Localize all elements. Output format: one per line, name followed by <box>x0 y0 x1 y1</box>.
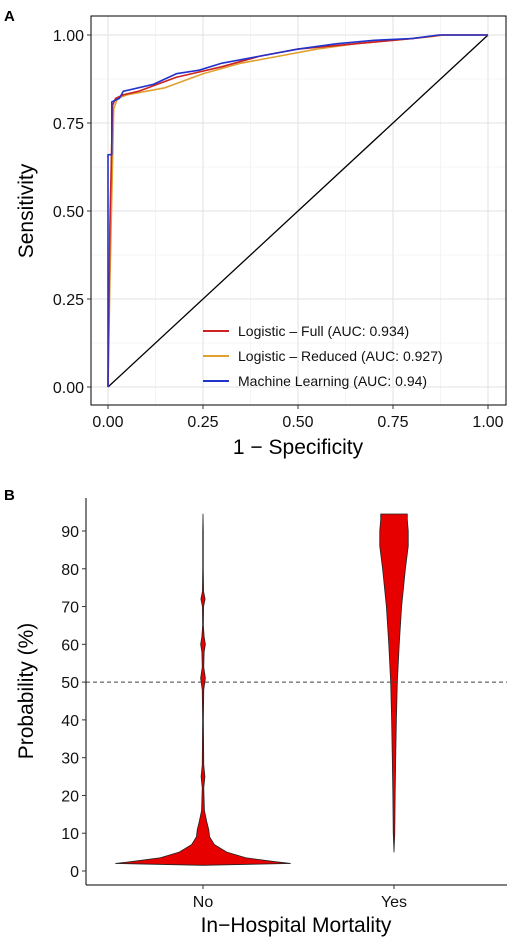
b-y-tick-label-9: 90 <box>61 524 79 541</box>
panel-a-x-ticks: 0.00 0.25 0.50 0.75 1.00 <box>92 405 504 431</box>
legend-label-logistic-full: Logistic – Full (AUC: 0.934) <box>238 323 409 339</box>
b-y-tick-label-5: 50 <box>61 675 79 692</box>
b-y-tick-label-6: 60 <box>61 637 79 654</box>
panel-b: B 0 10 20 30 40 50 60 70 80 90 No Yes In−Hospital … <box>4 487 507 937</box>
b-y-tick-label-1: 10 <box>61 826 79 843</box>
violin-yes <box>379 513 409 853</box>
b-y-tick-label-2: 20 <box>61 788 79 805</box>
b-y-tick-label-3: 30 <box>61 751 79 768</box>
y-tick-label-3: 0.75 <box>53 116 84 133</box>
y-tick-label-1: 0.25 <box>53 292 84 309</box>
x-tick-label-3: 0.75 <box>377 414 408 431</box>
x-tick-label-2: 0.50 <box>282 414 313 431</box>
roc-line-machine-learning <box>107 34 488 387</box>
b-y-tick-label-7: 70 <box>61 600 79 617</box>
panel-a-y-ticks: 0.00 0.25 0.50 0.75 1.00 <box>53 28 91 397</box>
diagonal-reference-line <box>107 34 489 388</box>
x-tick-label-4: 1.00 <box>472 414 503 431</box>
y-tick-label-0: 0.00 <box>53 380 84 397</box>
panel-a: A 0.00 0.25 0.50 0.75 1.00 0.00 0.25 0.50 0.75 1… <box>4 8 507 459</box>
panel-a-legend: Logistic – Full (AUC: 0.934) Logistic – … <box>203 323 443 389</box>
panel-a-y-axis-title: Sensitivity <box>15 163 38 258</box>
violin-no <box>115 513 291 866</box>
x-tick-label-0: 0.00 <box>92 414 123 431</box>
panel-a-series <box>107 34 489 388</box>
b-y-tick-label-8: 80 <box>61 562 79 579</box>
panel-b-y-axis-title: Probability (%) <box>15 623 38 760</box>
b-x-tick-label-0: No <box>193 894 214 911</box>
b-x-tick-label-1: Yes <box>381 894 407 911</box>
y-tick-label-4: 1.00 <box>53 28 84 45</box>
panel-a-label: A <box>4 8 15 25</box>
panel-b-x-ticks: No Yes <box>193 885 407 911</box>
x-tick-label-1: 0.25 <box>187 414 218 431</box>
legend-label-machine-learning: Machine Learning (AUC: 0.94) <box>238 373 427 389</box>
panel-b-y-ticks: 0 10 20 30 40 50 60 70 80 90 <box>61 524 86 881</box>
b-y-tick-label-4: 40 <box>61 713 79 730</box>
panel-b-violins <box>115 513 409 866</box>
panel-b-label: B <box>4 487 15 504</box>
y-tick-label-2: 0.50 <box>53 204 84 221</box>
b-y-tick-label-0: 0 <box>70 864 79 881</box>
panel-b-x-axis-title: In−Hospital Mortality <box>201 914 392 937</box>
legend-label-logistic-reduced: Logistic – Reduced (AUC: 0.927) <box>238 348 443 364</box>
panel-a-x-axis-title: 1 − Specificity <box>233 436 364 459</box>
